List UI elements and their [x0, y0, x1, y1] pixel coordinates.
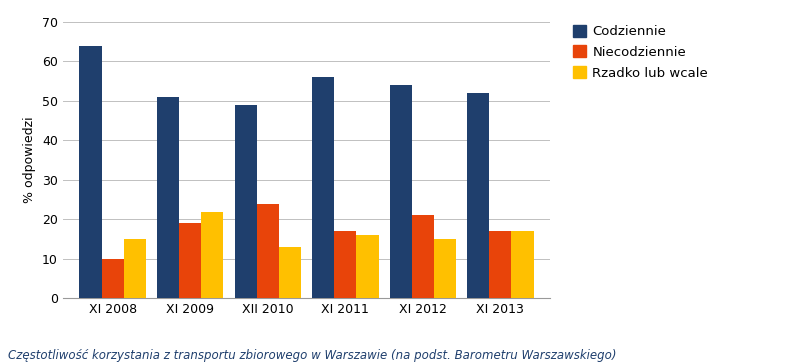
Bar — [101, 259, 124, 298]
Bar — [124, 239, 146, 298]
Bar — [512, 231, 534, 298]
Bar — [312, 77, 334, 298]
Bar — [79, 46, 101, 298]
Bar — [334, 231, 356, 298]
Y-axis label: % odpowiedzi: % odpowiedzi — [24, 117, 36, 203]
Bar — [179, 223, 201, 298]
Bar — [412, 215, 434, 298]
Bar — [234, 105, 257, 298]
Text: Częstotliwość korzystania z transportu zbiorowego w Warszawie (na podst. Baromet: Częstotliwość korzystania z transportu z… — [8, 349, 616, 363]
Bar — [201, 211, 223, 298]
Bar — [489, 231, 512, 298]
Legend: Codziennie, Niecodziennie, Rzadko lub wcale: Codziennie, Niecodziennie, Rzadko lub wc… — [572, 25, 708, 80]
Bar — [467, 93, 489, 298]
Bar — [434, 239, 456, 298]
Bar — [257, 203, 279, 298]
Bar — [390, 85, 412, 298]
Bar — [157, 97, 179, 298]
Bar — [279, 247, 301, 298]
Bar — [356, 235, 379, 298]
